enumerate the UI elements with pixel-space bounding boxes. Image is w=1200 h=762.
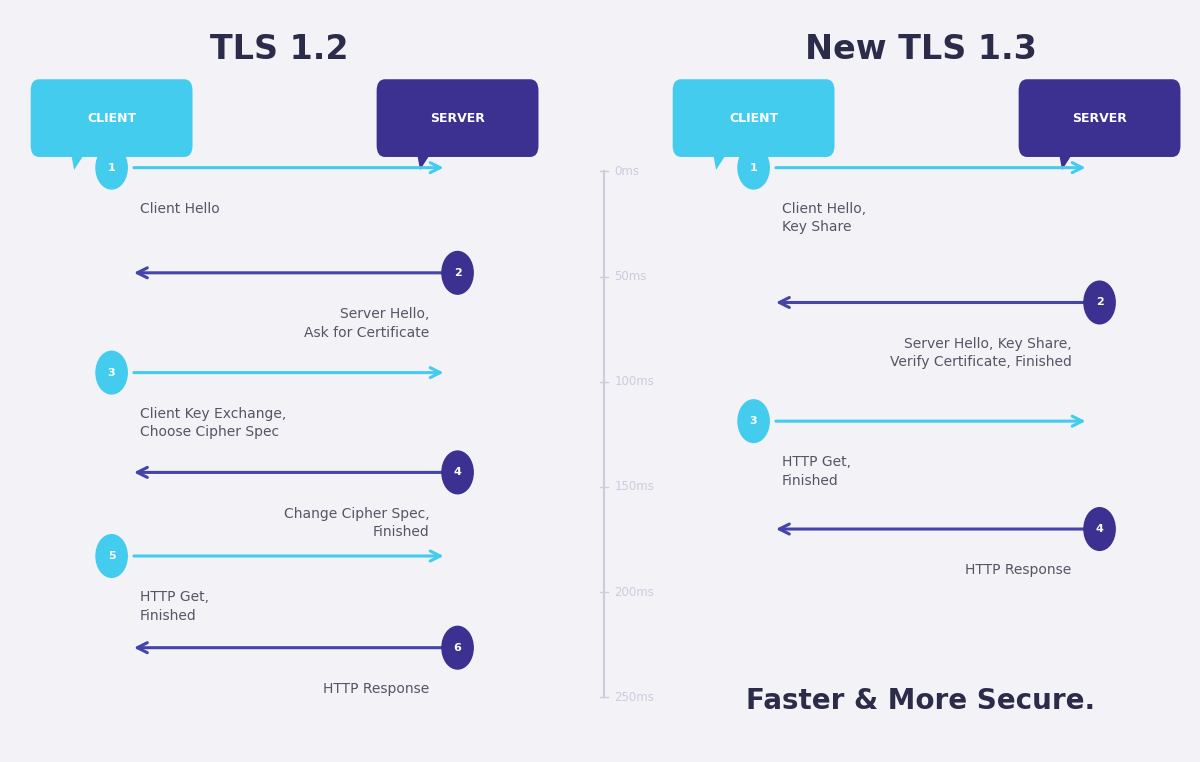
Polygon shape [70, 146, 90, 170]
Text: 150ms: 150ms [614, 480, 654, 494]
Text: 2: 2 [454, 267, 462, 278]
Text: SERVER: SERVER [430, 111, 485, 125]
Circle shape [96, 351, 127, 394]
Text: 4: 4 [454, 467, 462, 478]
Circle shape [738, 400, 769, 443]
Text: 1: 1 [108, 162, 115, 173]
FancyBboxPatch shape [673, 79, 834, 157]
Text: Server Hello, Key Share,
Verify Certificate, Finished: Server Hello, Key Share, Verify Certific… [889, 337, 1072, 369]
Polygon shape [1057, 146, 1078, 170]
FancyBboxPatch shape [31, 79, 192, 157]
Text: Client Key Exchange,
Choose Cipher Spec: Client Key Exchange, Choose Cipher Spec [139, 407, 286, 440]
FancyBboxPatch shape [1019, 79, 1181, 157]
Text: 2: 2 [1096, 297, 1104, 308]
Text: CLIENT: CLIENT [730, 111, 778, 125]
Text: HTTP Response: HTTP Response [324, 682, 430, 696]
Polygon shape [712, 146, 732, 170]
Text: CLIENT: CLIENT [88, 111, 136, 125]
Text: New TLS 1.3: New TLS 1.3 [805, 33, 1037, 66]
Polygon shape [415, 146, 436, 170]
Text: 5: 5 [108, 551, 115, 561]
Text: 50ms: 50ms [614, 270, 647, 283]
Circle shape [442, 251, 473, 294]
Text: Change Cipher Spec,
Finished: Change Cipher Spec, Finished [284, 507, 430, 539]
Text: HTTP Get,
Finished: HTTP Get, Finished [139, 591, 209, 623]
Circle shape [1084, 507, 1115, 550]
Text: 1: 1 [750, 162, 757, 173]
Text: Client Hello: Client Hello [139, 202, 220, 216]
Text: 6: 6 [454, 642, 462, 653]
Text: 3: 3 [108, 367, 115, 378]
Text: SERVER: SERVER [1072, 111, 1127, 125]
Circle shape [442, 451, 473, 494]
Circle shape [1084, 281, 1115, 324]
Circle shape [96, 535, 127, 578]
Text: Client Hello,
Key Share: Client Hello, Key Share [781, 202, 865, 235]
Text: 3: 3 [750, 416, 757, 426]
FancyBboxPatch shape [377, 79, 539, 157]
Text: 4: 4 [1096, 524, 1104, 534]
Circle shape [96, 146, 127, 189]
Text: Faster & More Secure.: Faster & More Secure. [746, 687, 1096, 715]
Text: HTTP Get,
Finished: HTTP Get, Finished [781, 456, 851, 488]
Circle shape [442, 626, 473, 669]
Text: 250ms: 250ms [614, 690, 654, 704]
Text: 100ms: 100ms [614, 375, 654, 389]
Text: HTTP Response: HTTP Response [966, 563, 1072, 578]
Circle shape [738, 146, 769, 189]
Text: Server Hello,
Ask for Certificate: Server Hello, Ask for Certificate [305, 307, 430, 340]
Text: 0ms: 0ms [614, 165, 640, 178]
Text: TLS 1.2: TLS 1.2 [210, 33, 348, 66]
Text: 200ms: 200ms [614, 585, 654, 599]
